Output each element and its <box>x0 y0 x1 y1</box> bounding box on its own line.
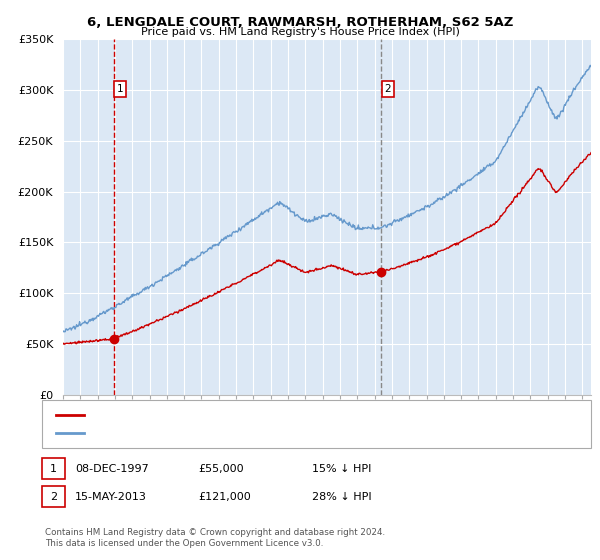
Text: 1: 1 <box>50 464 57 474</box>
Text: 15-MAY-2013: 15-MAY-2013 <box>75 492 147 502</box>
Text: 6, LENGDALE COURT, RAWMARSH, ROTHERHAM, S62 5AZ (detached house): 6, LENGDALE COURT, RAWMARSH, ROTHERHAM, … <box>90 411 449 420</box>
Text: 2: 2 <box>50 492 57 502</box>
Text: 15% ↓ HPI: 15% ↓ HPI <box>312 464 371 474</box>
Text: 1: 1 <box>117 84 124 94</box>
Text: Price paid vs. HM Land Registry's House Price Index (HPI): Price paid vs. HM Land Registry's House … <box>140 27 460 38</box>
Text: HPI: Average price, detached house, Rotherham: HPI: Average price, detached house, Roth… <box>90 429 319 438</box>
Text: 08-DEC-1997: 08-DEC-1997 <box>75 464 149 474</box>
Text: 2: 2 <box>385 84 391 94</box>
Text: 6, LENGDALE COURT, RAWMARSH, ROTHERHAM, S62 5AZ: 6, LENGDALE COURT, RAWMARSH, ROTHERHAM, … <box>87 16 513 29</box>
Text: £55,000: £55,000 <box>198 464 244 474</box>
Text: £121,000: £121,000 <box>198 492 251 502</box>
Text: 28% ↓ HPI: 28% ↓ HPI <box>312 492 371 502</box>
Text: Contains HM Land Registry data © Crown copyright and database right 2024.
This d: Contains HM Land Registry data © Crown c… <box>45 528 385 548</box>
